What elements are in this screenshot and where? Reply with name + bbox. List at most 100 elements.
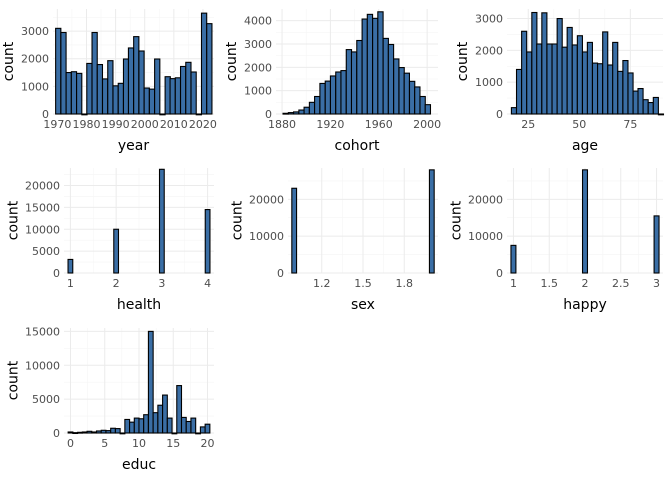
histogram-bar [526, 51, 533, 115]
histogram-bar [546, 43, 553, 115]
histogram-bar [319, 82, 326, 115]
histogram-bar [110, 427, 116, 434]
x-tick-label: 1.5 [354, 277, 372, 290]
x-tick-label: 0 [67, 437, 74, 450]
histogram-bar [143, 414, 149, 434]
histogram-bar [652, 96, 659, 115]
histogram-bar [419, 95, 426, 115]
histogram-bar [171, 432, 178, 435]
y-tick-label: 1000 [21, 80, 49, 93]
x-tick-label: 1990 [102, 118, 130, 131]
y-axis-title: count [224, 41, 240, 81]
histogram-bar [100, 429, 107, 434]
x-tick-label: 1970 [43, 118, 71, 131]
histogram-bar [158, 168, 165, 274]
x-tick-label: 1980 [72, 118, 100, 131]
y-tick-label: 5000 [32, 245, 60, 258]
histogram-bar [112, 85, 119, 115]
histogram-bar [143, 87, 150, 115]
x-tick-label: 4 [204, 277, 211, 290]
histogram-bar [377, 11, 384, 115]
histogram-bar [133, 36, 140, 115]
histogram-bar [424, 104, 432, 115]
x-tick-label: 10 [132, 437, 146, 450]
histogram-bar [329, 75, 337, 115]
y-tick-label: 2000 [475, 44, 503, 57]
y-tick-label: 1000 [475, 76, 503, 89]
histogram-bar [162, 394, 168, 434]
histogram-bar [428, 169, 435, 274]
histogram-bar [602, 31, 609, 115]
histogram-bar [127, 47, 135, 115]
histogram-bar [152, 412, 159, 434]
histogram-bar [200, 12, 208, 115]
histogram-bar [195, 113, 203, 116]
panel-cohort: 1880 1920 1960 2000 0 1000 2000 3000 4000 cohort c… [224, 9, 441, 154]
histogram-bar [199, 426, 206, 434]
histogram-bar [65, 72, 72, 115]
histogram-bar [154, 58, 161, 115]
histogram-bar [403, 72, 410, 115]
y-tick-label: 20000 [249, 193, 284, 206]
histogram-bar [291, 187, 298, 274]
x-axis-title: sex [351, 297, 375, 313]
y-tick-label: 1000 [244, 85, 272, 98]
histogram-bar [117, 82, 124, 115]
histogram-bar [657, 113, 665, 116]
histogram-bar [612, 41, 619, 115]
histogram-bar [622, 59, 629, 115]
histogram-bar [324, 80, 332, 115]
histogram-bar [393, 58, 400, 115]
histogram-bar [185, 420, 192, 434]
x-tick-label: 50 [572, 118, 586, 131]
y-axis-title: count [6, 200, 22, 240]
histogram-bar [551, 43, 558, 115]
y-axis-title: count [1, 41, 17, 81]
histogram-bar [138, 50, 145, 115]
panel-happy: 1 1.5 2 2.5 3 0 10000 20000 happy count [449, 168, 663, 313]
x-tick-label: 1.2 [313, 277, 331, 290]
histogram-bar [101, 78, 109, 115]
x-tick-label: 1 [510, 277, 517, 290]
x-tick-label: 1920 [316, 118, 344, 131]
histogram-bar [617, 70, 624, 115]
histogram-bar [531, 11, 538, 115]
histogram-bar [340, 70, 347, 115]
x-axis-title: educ [122, 457, 156, 473]
x-tick-label: 2010 [160, 118, 188, 131]
histogram-bar [204, 209, 211, 274]
y-tick-label: 10000 [249, 230, 284, 243]
histogram-bar [176, 385, 183, 434]
histogram-bar [76, 72, 83, 115]
histogram-bar [642, 99, 649, 115]
histogram-bar [96, 63, 104, 115]
histogram-bar [55, 27, 62, 115]
histogram-bar [91, 431, 98, 434]
panel-health: 1 2 3 4 0 5000 10000 15000 20000 health count [6, 168, 214, 313]
x-tick-label: 1.8 [396, 277, 414, 290]
y-tick-label: 15000 [25, 325, 60, 338]
y-tick-label: 20000 [468, 193, 503, 206]
histogram-bar [361, 18, 368, 115]
x-tick-label: 2000 [131, 118, 159, 131]
x-tick-label: 3 [653, 277, 660, 290]
histogram-bar [653, 215, 660, 274]
histogram-bar [366, 13, 374, 115]
x-tick-label: 20 [200, 437, 214, 450]
histogram-bar [398, 67, 405, 115]
y-tick-label: 0 [53, 267, 60, 280]
y-tick-label: 3000 [475, 13, 503, 26]
histogram-bar [138, 418, 145, 434]
histogram-bar [581, 169, 589, 274]
histogram-bar [515, 68, 523, 115]
x-tick-label: 2 [113, 277, 120, 290]
x-tick-label: 2020 [189, 118, 217, 131]
histogram-bar [314, 95, 321, 115]
x-axis-title: age [572, 138, 598, 154]
histogram-bar [119, 432, 126, 435]
y-tick-label: 10000 [25, 359, 60, 372]
histogram-bar [169, 78, 176, 115]
histogram-bar [129, 421, 135, 434]
